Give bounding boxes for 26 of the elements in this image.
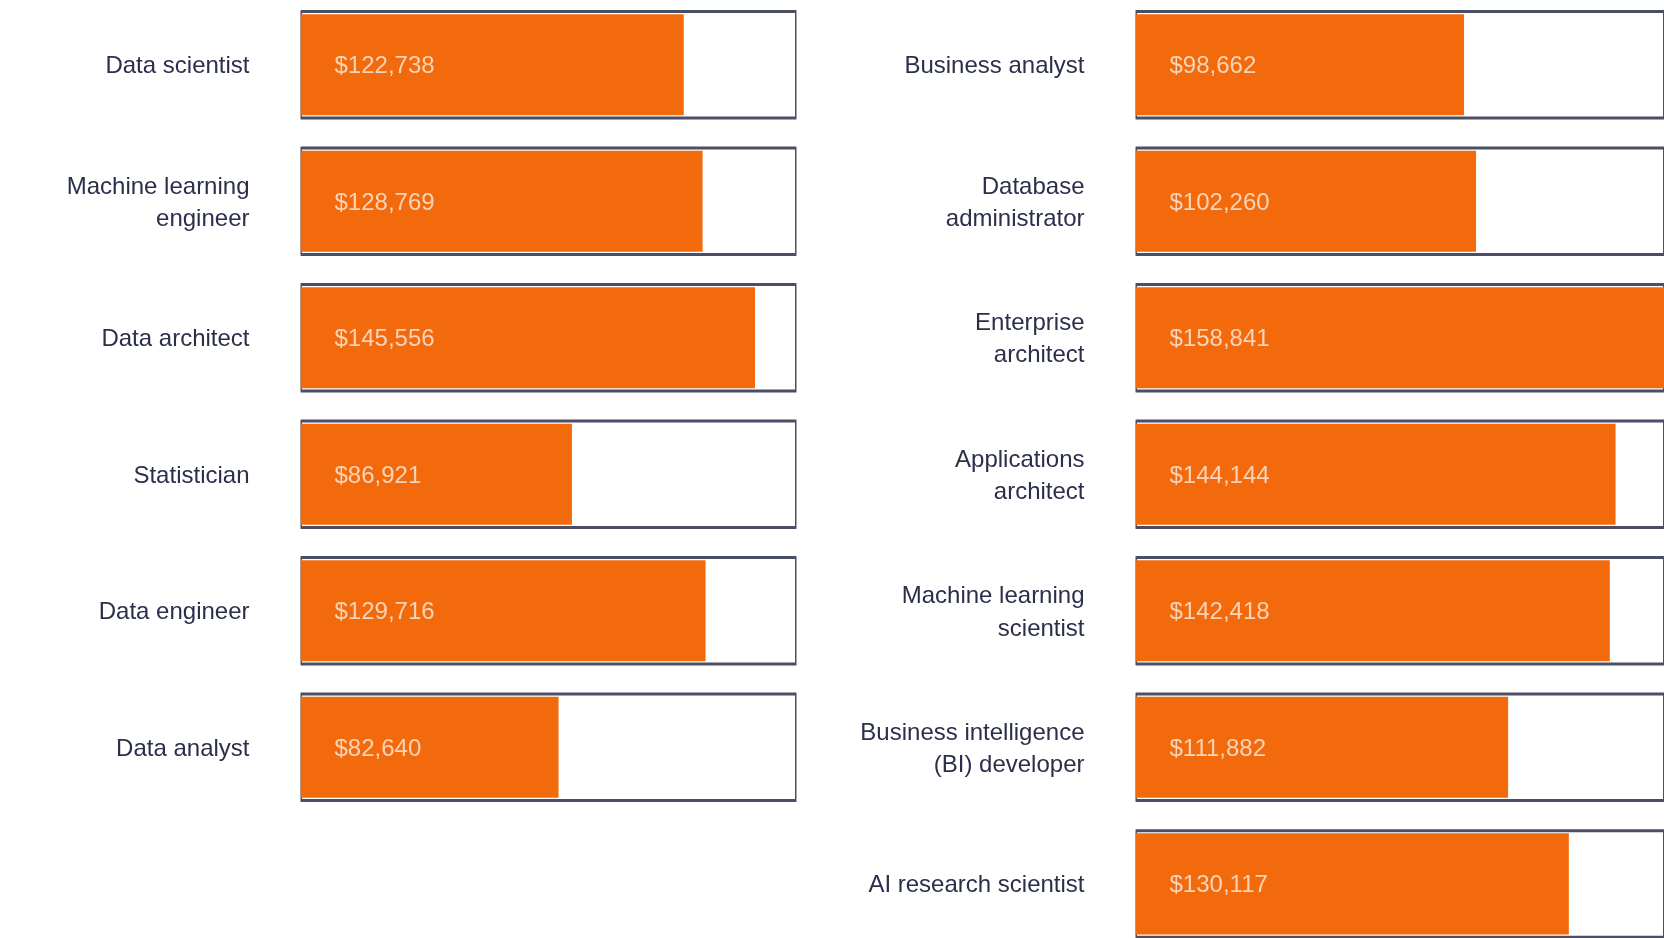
y-tick-label: Machine learning scientist — [901, 581, 1085, 641]
y-tick-label: Database administrator — [945, 171, 1085, 231]
data-label: $158,841 — [1169, 324, 1270, 352]
y-tick-label: Business intelligence (BI) developer — [860, 717, 1085, 778]
data-label: $122,738 — [334, 51, 435, 79]
y-tick-label: Statistician — [133, 460, 250, 488]
data-label: $142,418 — [1169, 597, 1270, 625]
data-label: $102,260 — [1169, 187, 1270, 215]
y-tick-label: AI research scientist — [868, 870, 1085, 898]
data-label: $129,716 — [334, 597, 435, 625]
data-label: $86,921 — [334, 460, 422, 488]
y-tick-label: Applications architect — [955, 444, 1085, 504]
y-tick-label: Data architect — [101, 324, 250, 352]
data-label: $111,882 — [1169, 733, 1267, 761]
data-label: $82,640 — [334, 733, 422, 761]
y-tick-label: Data engineer — [98, 597, 250, 625]
y-tick-label: Enterprise architect — [975, 308, 1085, 368]
data-label: $98,662 — [1169, 51, 1257, 79]
data-label: $128,769 — [334, 187, 435, 215]
data-label: $145,556 — [334, 324, 435, 352]
y-tick-label: Business analyst — [904, 51, 1085, 79]
y-tick-label: Machine learning engineer — [66, 171, 250, 231]
data-label: $130,117 — [1169, 870, 1268, 898]
data-label: $144,144 — [1169, 460, 1270, 488]
y-tick-label: Data scientist — [105, 51, 250, 79]
y-tick-label: Data analyst — [116, 733, 250, 761]
